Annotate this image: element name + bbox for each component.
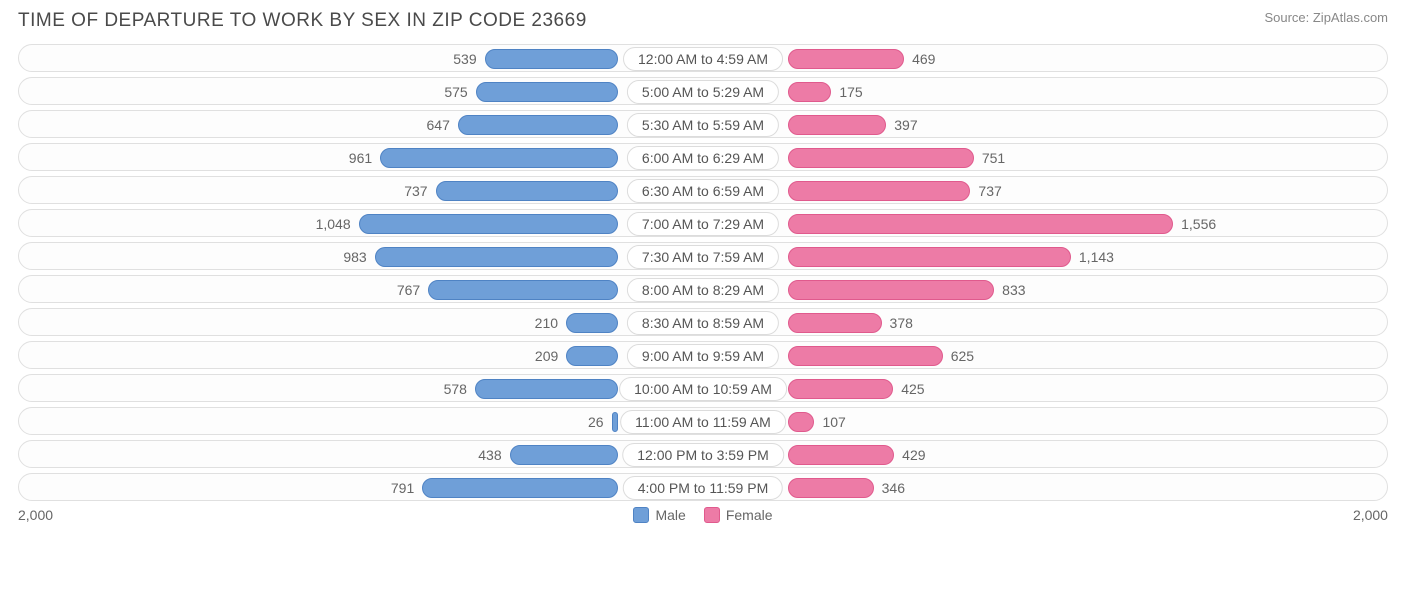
value-male: 983	[343, 243, 366, 271]
bar-male	[422, 478, 618, 498]
category-label: 7:30 AM to 7:59 AM	[627, 245, 779, 269]
legend-label-male: Male	[655, 507, 685, 523]
bar-male	[436, 181, 618, 201]
value-female: 469	[912, 45, 935, 73]
bar-male	[485, 49, 618, 69]
bar-female	[788, 181, 970, 201]
category-label: 6:00 AM to 6:29 AM	[627, 146, 779, 170]
value-male: 210	[535, 309, 558, 337]
chart-row: 539 469 12:00 AM to 4:59 AM	[18, 44, 1388, 72]
chart-source: Source: ZipAtlas.com	[1264, 10, 1388, 25]
value-male: 209	[535, 342, 558, 370]
category-label: 8:00 AM to 8:29 AM	[627, 278, 779, 302]
chart-row: 438 429 12:00 PM to 3:59 PM	[18, 440, 1388, 468]
bar-male	[380, 148, 618, 168]
value-male: 791	[391, 474, 414, 502]
chart-row: 791 346 4:00 PM to 11:59 PM	[18, 473, 1388, 501]
bar-male	[510, 445, 618, 465]
chart-legend: Male Female	[633, 507, 772, 523]
bar-male	[476, 82, 618, 102]
value-male: 26	[588, 408, 604, 436]
chart-row: 1,048 1,556 7:00 AM to 7:29 AM	[18, 209, 1388, 237]
chart-header: TIME OF DEPARTURE TO WORK BY SEX IN ZIP …	[18, 10, 1388, 32]
legend-swatch-male	[633, 507, 649, 523]
value-female: 346	[882, 474, 905, 502]
category-label: 5:30 AM to 5:59 AM	[627, 113, 779, 137]
chart-row: 767 833 8:00 AM to 8:29 AM	[18, 275, 1388, 303]
category-label: 12:00 AM to 4:59 AM	[623, 47, 783, 71]
value-female: 1,143	[1079, 243, 1114, 271]
value-male: 1,048	[316, 210, 351, 238]
category-label: 7:00 AM to 7:29 AM	[627, 212, 779, 236]
bar-male	[566, 313, 618, 333]
value-male: 647	[427, 111, 450, 139]
value-female: 751	[982, 144, 1005, 172]
bar-female	[788, 379, 893, 399]
bar-female	[788, 445, 894, 465]
value-female: 737	[978, 177, 1001, 205]
axis-row: 2,000 Male Female 2,000	[18, 507, 1388, 523]
value-male: 767	[397, 276, 420, 304]
chart-title: TIME OF DEPARTURE TO WORK BY SEX IN ZIP …	[18, 10, 587, 32]
chart-row: 209 625 9:00 AM to 9:59 AM	[18, 341, 1388, 369]
bar-female	[788, 214, 1173, 234]
chart-row: 575 175 5:00 AM to 5:29 AM	[18, 77, 1388, 105]
bar-female	[788, 412, 814, 432]
value-female: 378	[890, 309, 913, 337]
axis-label-left: 2,000	[18, 507, 53, 523]
category-label: 10:00 AM to 10:59 AM	[619, 377, 787, 401]
value-male: 578	[444, 375, 467, 403]
category-label: 11:00 AM to 11:59 AM	[620, 410, 786, 434]
bar-male	[566, 346, 618, 366]
legend-swatch-female	[704, 507, 720, 523]
value-female: 833	[1002, 276, 1025, 304]
chart-row: 578 425 10:00 AM to 10:59 AM	[18, 374, 1388, 402]
bar-female	[788, 478, 874, 498]
bar-male	[475, 379, 618, 399]
value-female: 175	[839, 78, 862, 106]
bar-male	[458, 115, 618, 135]
chart-row: 983 1,143 7:30 AM to 7:59 AM	[18, 242, 1388, 270]
category-label: 5:00 AM to 5:29 AM	[627, 80, 779, 104]
bar-male	[375, 247, 618, 267]
value-female: 425	[901, 375, 924, 403]
bar-male	[428, 280, 618, 300]
bar-female	[788, 115, 886, 135]
bar-male	[359, 214, 618, 234]
category-label: 8:30 AM to 8:59 AM	[627, 311, 779, 335]
chart-row: 210 378 8:30 AM to 8:59 AM	[18, 308, 1388, 336]
value-female: 107	[822, 408, 845, 436]
chart-row: 647 397 5:30 AM to 5:59 AM	[18, 110, 1388, 138]
value-female: 429	[902, 441, 925, 469]
legend-item-female: Female	[704, 507, 773, 523]
value-female: 1,556	[1181, 210, 1216, 238]
bar-female	[788, 49, 904, 69]
category-label: 9:00 AM to 9:59 AM	[627, 344, 779, 368]
value-male: 438	[478, 441, 501, 469]
chart-row: 737 737 6:30 AM to 6:59 AM	[18, 176, 1388, 204]
value-male: 961	[349, 144, 372, 172]
category-label: 6:30 AM to 6:59 AM	[627, 179, 779, 203]
value-female: 625	[951, 342, 974, 370]
category-label: 4:00 PM to 11:59 PM	[623, 476, 783, 500]
category-label: 12:00 PM to 3:59 PM	[622, 443, 784, 467]
axis-label-right: 2,000	[1353, 507, 1388, 523]
bar-female	[788, 280, 994, 300]
bar-female	[788, 313, 882, 333]
bar-female	[788, 82, 831, 102]
bar-female	[788, 247, 1071, 267]
bar-male	[612, 412, 618, 432]
value-female: 397	[894, 111, 917, 139]
value-male: 575	[444, 78, 467, 106]
bar-female	[788, 148, 974, 168]
chart-row: 961 751 6:00 AM to 6:29 AM	[18, 143, 1388, 171]
value-male: 737	[404, 177, 427, 205]
legend-label-female: Female	[726, 507, 773, 523]
legend-item-male: Male	[633, 507, 685, 523]
chart-row: 26 107 11:00 AM to 11:59 AM	[18, 407, 1388, 435]
value-male: 539	[453, 45, 476, 73]
diverging-bar-chart: 539 469 12:00 AM to 4:59 AM 575 175 5:00 AM t…	[18, 44, 1388, 501]
bar-female	[788, 346, 943, 366]
